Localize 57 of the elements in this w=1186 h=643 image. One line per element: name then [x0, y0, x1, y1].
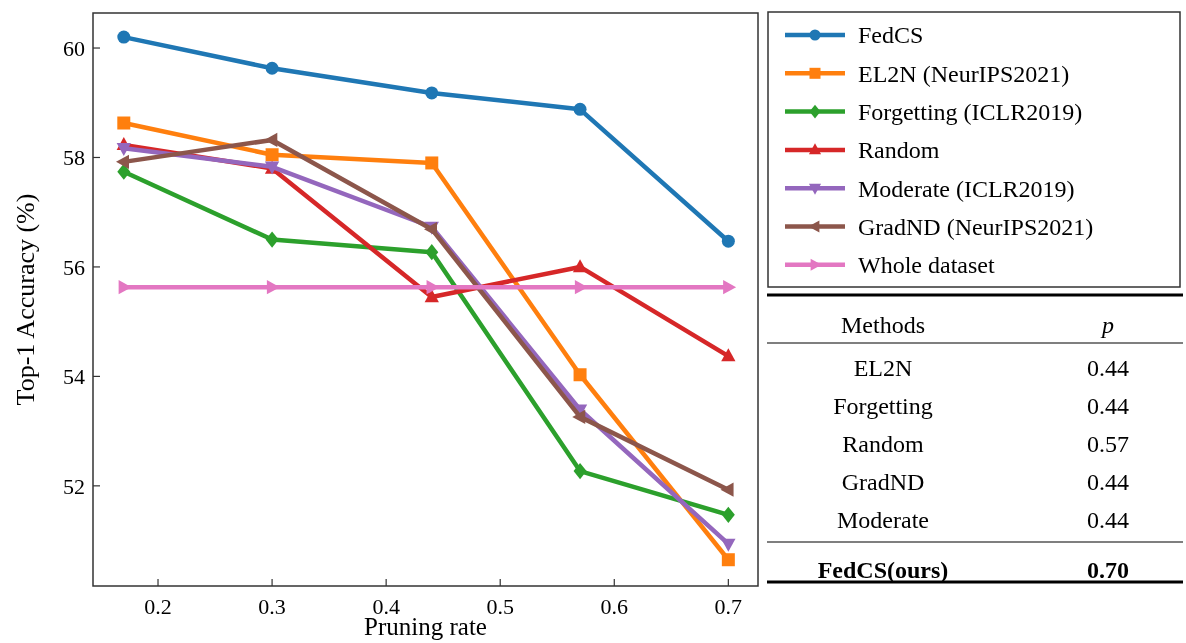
point	[720, 482, 734, 497]
point	[117, 163, 131, 180]
x-tick-label: 0.3	[258, 594, 286, 619]
point	[721, 506, 735, 523]
point	[264, 132, 278, 148]
point	[721, 553, 735, 567]
x-tick-label: 0.2	[144, 594, 172, 619]
point	[721, 234, 735, 248]
point	[265, 148, 279, 162]
point	[573, 102, 587, 116]
text: Random	[842, 431, 924, 458]
point	[117, 116, 131, 130]
point	[425, 156, 439, 170]
text: Methods	[841, 312, 925, 339]
point	[572, 409, 586, 425]
legend-label: GradND (NeurIPS2021)	[858, 213, 1094, 240]
text: 0.70	[1087, 557, 1129, 584]
y-tick-label: 52	[63, 473, 85, 499]
point	[572, 259, 588, 273]
y-tick-label: 54	[63, 364, 85, 390]
legend-label: Moderate (ICLR2019)	[858, 175, 1075, 202]
text: p	[1100, 312, 1114, 339]
y-axis-title: Top-1 Accuracy (%)	[11, 193, 40, 406]
point	[721, 538, 736, 552]
legend-label: EL2N (NeurIPS2021)	[858, 60, 1070, 87]
point	[573, 462, 587, 480]
point	[425, 86, 439, 100]
y-tick-label: 58	[63, 145, 85, 171]
x-tick-label: 0.7	[714, 594, 743, 619]
legend-label: Forgetting (ICLR2019)	[858, 99, 1083, 125]
text: 0.44	[1087, 355, 1129, 382]
text: 0.44	[1087, 469, 1129, 496]
point	[573, 368, 587, 382]
legend-label: Whole dataset	[858, 252, 995, 279]
x-tick-label: 0.6	[600, 594, 629, 619]
y-tick-label: 60	[63, 35, 85, 61]
text: EL2N	[853, 355, 913, 382]
text: 0.57	[1087, 431, 1129, 458]
text: GradND	[841, 469, 925, 496]
point	[723, 280, 737, 295]
legend-label: Random	[858, 137, 940, 164]
y-tick-label: 56	[63, 254, 85, 280]
legend-label: FedCS	[858, 22, 924, 49]
text: Forgetting	[833, 393, 933, 420]
text: 0.44	[1087, 507, 1129, 534]
x-tick-label: 0.5	[486, 594, 514, 619]
point	[116, 154, 129, 170]
point	[721, 348, 736, 362]
text: 0.44	[1087, 393, 1129, 420]
point	[116, 142, 131, 156]
point	[265, 61, 279, 75]
text: Moderate	[837, 507, 929, 534]
text: FedCS(ours)	[817, 557, 949, 584]
point	[265, 231, 279, 248]
point	[425, 244, 439, 261]
point	[117, 30, 131, 44]
point	[424, 289, 439, 303]
